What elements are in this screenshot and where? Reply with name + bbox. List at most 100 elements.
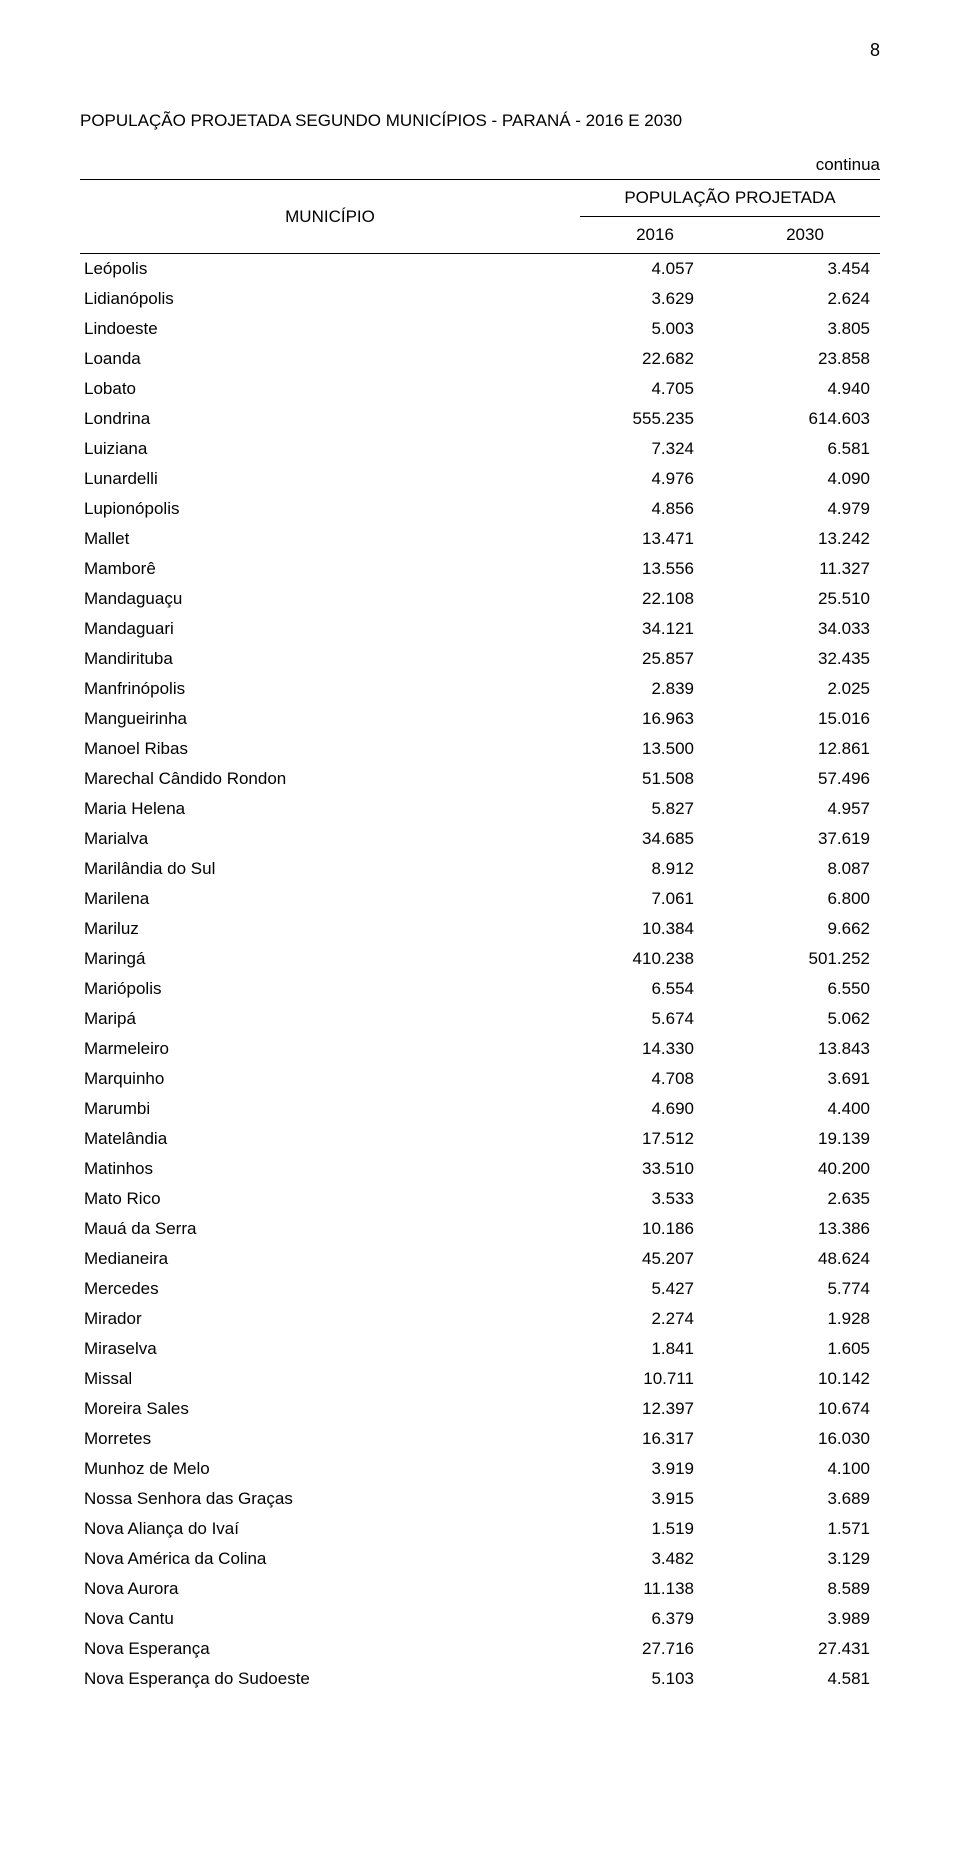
col-header-2016: 2016: [580, 217, 730, 254]
cell-municipio: Mandaguaçu: [80, 584, 580, 614]
cell-municipio: Maringá: [80, 944, 580, 974]
cell-municipio: Medianeira: [80, 1244, 580, 1274]
table-row: Lidianópolis3.6292.624: [80, 284, 880, 314]
cell-2016: 4.976: [580, 464, 730, 494]
cell-2016: 11.138: [580, 1574, 730, 1604]
table-row: Nova Aliança do Ivaí1.5191.571: [80, 1514, 880, 1544]
cell-municipio: Maria Helena: [80, 794, 580, 824]
cell-municipio: Luiziana: [80, 434, 580, 464]
cell-2030: 27.431: [730, 1634, 880, 1664]
table-row: Lunardelli4.9764.090: [80, 464, 880, 494]
cell-2016: 25.857: [580, 644, 730, 674]
table-row: Matinhos33.51040.200: [80, 1154, 880, 1184]
table-row: Mandirituba25.85732.435: [80, 644, 880, 674]
table-row: Marmeleiro14.33013.843: [80, 1034, 880, 1064]
cell-2016: 6.554: [580, 974, 730, 1004]
table-row: Marumbi4.6904.400: [80, 1094, 880, 1124]
cell-2016: 12.397: [580, 1394, 730, 1424]
cell-municipio: Marumbi: [80, 1094, 580, 1124]
table-row: Mirador2.2741.928: [80, 1304, 880, 1334]
table-row: Nova Cantu6.3793.989: [80, 1604, 880, 1634]
cell-municipio: Marquinho: [80, 1064, 580, 1094]
cell-municipio: Nova América da Colina: [80, 1544, 580, 1574]
cell-2016: 5.427: [580, 1274, 730, 1304]
cell-municipio: Manfrinópolis: [80, 674, 580, 704]
table-row: Mariluz10.3849.662: [80, 914, 880, 944]
cell-2030: 3.129: [730, 1544, 880, 1574]
table-row: Matelândia17.51219.139: [80, 1124, 880, 1154]
table-row: Marilena7.0616.800: [80, 884, 880, 914]
cell-2016: 2.274: [580, 1304, 730, 1334]
table-row: Marilândia do Sul8.9128.087: [80, 854, 880, 884]
cell-municipio: Mamborê: [80, 554, 580, 584]
table-row: Lindoeste5.0033.805: [80, 314, 880, 344]
cell-2016: 33.510: [580, 1154, 730, 1184]
cell-2030: 4.090: [730, 464, 880, 494]
cell-2030: 1.571: [730, 1514, 880, 1544]
table-row: Mangueirinha16.96315.016: [80, 704, 880, 734]
cell-2016: 22.682: [580, 344, 730, 374]
cell-municipio: Nossa Senhora das Graças: [80, 1484, 580, 1514]
cell-2016: 5.674: [580, 1004, 730, 1034]
table-row: Maria Helena5.8274.957: [80, 794, 880, 824]
cell-2016: 34.121: [580, 614, 730, 644]
cell-municipio: Loanda: [80, 344, 580, 374]
cell-municipio: Mauá da Serra: [80, 1214, 580, 1244]
population-table: MUNICÍPIO POPULAÇÃO PROJETADA 2016 2030 …: [80, 179, 880, 1694]
table-row: Morretes16.31716.030: [80, 1424, 880, 1454]
continua-label: continua: [80, 155, 880, 175]
table-row: Mercedes5.4275.774: [80, 1274, 880, 1304]
cell-municipio: Lindoeste: [80, 314, 580, 344]
cell-municipio: Nova Cantu: [80, 1604, 580, 1634]
cell-municipio: Marmeleiro: [80, 1034, 580, 1064]
cell-municipio: Matinhos: [80, 1154, 580, 1184]
cell-municipio: Morretes: [80, 1424, 580, 1454]
cell-2016: 3.629: [580, 284, 730, 314]
col-header-municipio: MUNICÍPIO: [80, 180, 580, 254]
cell-municipio: Lobato: [80, 374, 580, 404]
table-row: Luiziana7.3246.581: [80, 434, 880, 464]
table-row: Loanda22.68223.858: [80, 344, 880, 374]
cell-2030: 5.062: [730, 1004, 880, 1034]
cell-2016: 34.685: [580, 824, 730, 854]
cell-2030: 3.805: [730, 314, 880, 344]
cell-2030: 4.957: [730, 794, 880, 824]
cell-2030: 4.581: [730, 1664, 880, 1694]
table-row: Munhoz de Melo3.9194.100: [80, 1454, 880, 1484]
cell-2030: 37.619: [730, 824, 880, 854]
cell-2016: 51.508: [580, 764, 730, 794]
cell-2016: 14.330: [580, 1034, 730, 1064]
col-header-populacao: POPULAÇÃO PROJETADA: [580, 180, 880, 217]
table-row: Manoel Ribas13.50012.861: [80, 734, 880, 764]
cell-2016: 4.708: [580, 1064, 730, 1094]
cell-2016: 1.841: [580, 1334, 730, 1364]
cell-municipio: Nova Esperança do Sudoeste: [80, 1664, 580, 1694]
table-body: Leópolis4.0573.454Lidianópolis3.6292.624…: [80, 254, 880, 1695]
table-row: Mauá da Serra10.18613.386: [80, 1214, 880, 1244]
cell-2016: 17.512: [580, 1124, 730, 1154]
cell-2030: 19.139: [730, 1124, 880, 1154]
cell-2016: 4.856: [580, 494, 730, 524]
cell-municipio: Leópolis: [80, 254, 580, 285]
cell-2030: 34.033: [730, 614, 880, 644]
cell-municipio: Mariluz: [80, 914, 580, 944]
cell-2030: 501.252: [730, 944, 880, 974]
cell-municipio: Marilena: [80, 884, 580, 914]
cell-2016: 410.238: [580, 944, 730, 974]
cell-2030: 4.400: [730, 1094, 880, 1124]
table-row: Mamborê13.55611.327: [80, 554, 880, 584]
cell-2016: 3.915: [580, 1484, 730, 1514]
cell-2030: 6.550: [730, 974, 880, 1004]
cell-2030: 9.662: [730, 914, 880, 944]
cell-2030: 25.510: [730, 584, 880, 614]
table-row: Mandaguari34.12134.033: [80, 614, 880, 644]
cell-municipio: Moreira Sales: [80, 1394, 580, 1424]
cell-2016: 4.057: [580, 254, 730, 285]
cell-2016: 16.317: [580, 1424, 730, 1454]
cell-2030: 2.624: [730, 284, 880, 314]
page-title: POPULAÇÃO PROJETADA SEGUNDO MUNICÍPIOS -…: [80, 111, 880, 131]
cell-2016: 3.482: [580, 1544, 730, 1574]
cell-municipio: Mallet: [80, 524, 580, 554]
table-row: Manfrinópolis2.8392.025: [80, 674, 880, 704]
table-row: Nossa Senhora das Graças3.9153.689: [80, 1484, 880, 1514]
